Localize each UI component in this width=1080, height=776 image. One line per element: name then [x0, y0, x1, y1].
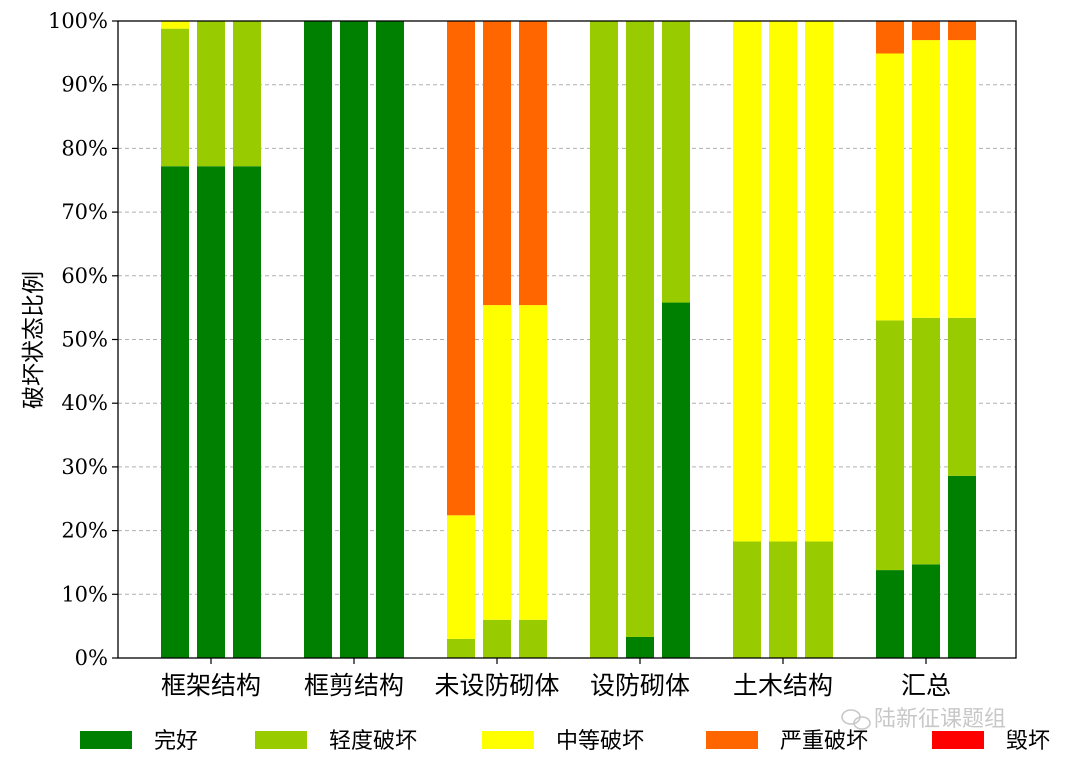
bar-segment	[483, 21, 511, 306]
bar-segment	[662, 302, 690, 658]
bar-segment	[876, 21, 904, 54]
bar-segment	[912, 564, 940, 658]
bar-segment	[161, 21, 189, 29]
grid-lines	[118, 84, 1016, 595]
bar-segment	[161, 166, 189, 658]
bar-segment	[483, 305, 511, 620]
bar-segment	[447, 515, 475, 639]
x-tick-label: 汇总	[901, 671, 951, 700]
bar-segment	[948, 40, 976, 318]
bar-segment	[483, 619, 511, 658]
bar-segment	[340, 21, 368, 658]
bar-segment	[233, 21, 261, 167]
legend: 完好 轻度破坏 中等破坏 严重破坏 毁坏	[80, 729, 1050, 754]
bar-segment	[733, 21, 761, 542]
watermark: 陆新征课题组	[841, 707, 1006, 732]
y-tick-label: 60%	[61, 264, 108, 288]
bar-segment	[662, 21, 690, 303]
x-tick-label: 未设防砌体	[434, 671, 559, 700]
bar-segment	[626, 21, 654, 637]
bar-segment	[519, 619, 547, 658]
x-tick-label: 框剪结构	[304, 671, 404, 700]
bar-segment	[447, 21, 475, 516]
bar-segment	[948, 475, 976, 658]
bar-segment	[304, 21, 332, 658]
x-tick-label: 设防砌体	[590, 671, 690, 700]
bar-segment	[912, 40, 940, 318]
bar-segment	[805, 541, 833, 658]
bar-segment	[519, 21, 547, 306]
legend-swatch	[255, 731, 307, 749]
legend-label: 严重破坏	[780, 729, 868, 754]
y-axis: 0% 10% 20% 30% 40% 50% 60% 70% 80% 90% 100%	[48, 9, 118, 670]
bar-segment	[876, 53, 904, 321]
bar-segment	[197, 166, 225, 658]
y-tick-label: 50%	[61, 328, 108, 352]
bar-segment	[912, 21, 940, 41]
bar-segment	[197, 21, 225, 167]
x-tick-label: 框架结构	[161, 671, 261, 700]
bar-segment	[912, 317, 940, 565]
legend-swatch	[482, 731, 534, 749]
bar-segment	[948, 317, 976, 476]
y-tick-label: 80%	[61, 136, 108, 160]
y-tick-label: 40%	[61, 391, 108, 415]
bar-segment	[876, 320, 904, 571]
bar-segment	[769, 21, 797, 542]
y-tick-label: 10%	[61, 582, 108, 606]
legend-swatch	[932, 731, 984, 749]
y-axis-label: 破坏状态比例	[21, 271, 47, 409]
legend-label: 中等破坏	[556, 729, 644, 754]
bar-segment	[447, 638, 475, 658]
legend-label: 毁坏	[1006, 729, 1050, 754]
bar-segment	[590, 21, 618, 658]
bar-segment	[876, 570, 904, 658]
wechat-icon	[841, 709, 871, 730]
watermark-text: 陆新征课题组	[874, 707, 1006, 732]
y-tick-label: 20%	[61, 519, 108, 543]
bars	[161, 21, 976, 658]
bar-segment	[233, 166, 261, 658]
bar-segment	[626, 636, 654, 658]
bar-segment	[519, 305, 547, 620]
y-tick-label: 30%	[61, 455, 108, 479]
legend-swatch	[80, 731, 132, 749]
y-tick-label: 100%	[48, 9, 108, 33]
bar-segment	[948, 21, 976, 41]
y-tick-label: 90%	[61, 73, 108, 97]
x-tick-label: 土木结构	[733, 671, 833, 700]
bar-segment	[733, 541, 761, 658]
legend-swatch	[706, 731, 758, 749]
bar-segment	[805, 21, 833, 542]
legend-label: 完好	[154, 729, 198, 754]
bar-segment	[161, 28, 189, 167]
y-tick-label: 0%	[75, 646, 108, 670]
legend-label: 轻度破坏	[329, 729, 417, 754]
bar-segment	[769, 541, 797, 658]
bar-segment	[376, 21, 404, 658]
x-axis: 框架结构 框剪结构 未设防砌体 设防砌体 土木结构 汇总	[161, 658, 951, 700]
y-tick-label: 70%	[61, 200, 108, 224]
